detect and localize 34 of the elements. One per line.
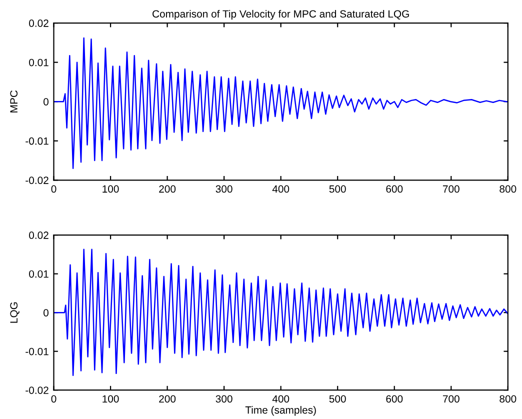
x-tick-label: 300 xyxy=(216,185,232,193)
line-series xyxy=(54,248,508,376)
y-tick-label: 0 xyxy=(44,309,48,316)
y-axis-title: LQG xyxy=(10,302,20,323)
x-tick-label: 500 xyxy=(329,395,346,403)
x-tick-label: 100 xyxy=(102,395,119,403)
x-tick-label: 700 xyxy=(442,395,460,403)
x-tick-label: 100 xyxy=(102,185,119,193)
y-tick-label: 0.01 xyxy=(29,270,48,278)
x-tick-label: 700 xyxy=(442,185,460,193)
x-tick-label: 800 xyxy=(500,395,516,403)
x-tick-label: 400 xyxy=(272,185,290,193)
y-tick-label: -0.02 xyxy=(26,176,48,184)
x-tick-label: 0 xyxy=(51,185,56,193)
x-tick-label: 500 xyxy=(329,185,346,193)
y-tick-label: 0 xyxy=(44,98,48,106)
x-tick-label: 0 xyxy=(51,395,56,403)
x-tick-label: 200 xyxy=(159,185,176,193)
y-tick-label: -0.01 xyxy=(26,348,48,356)
x-tick-label: 600 xyxy=(386,185,403,193)
chart-title: Comparison of Tip Velocity for MPC and Saturated LQG xyxy=(152,10,409,20)
y-tick-label: 0.01 xyxy=(29,58,48,66)
y-tick-label: -0.02 xyxy=(26,386,48,394)
y-tick-label: 0.02 xyxy=(29,232,48,239)
x-tick-label: 400 xyxy=(272,395,290,403)
x-axis-title: Time (samples) xyxy=(245,406,316,416)
x-tick-label: 600 xyxy=(386,395,403,403)
y-axis-title: MPC xyxy=(10,90,18,112)
x-tick-label: 800 xyxy=(500,185,516,193)
x-tick-label: 300 xyxy=(216,395,232,403)
y-tick-label: -0.01 xyxy=(26,137,48,145)
y-tick-label: 0.02 xyxy=(29,20,48,27)
line-series xyxy=(54,37,508,170)
x-tick-label: 200 xyxy=(159,395,176,403)
